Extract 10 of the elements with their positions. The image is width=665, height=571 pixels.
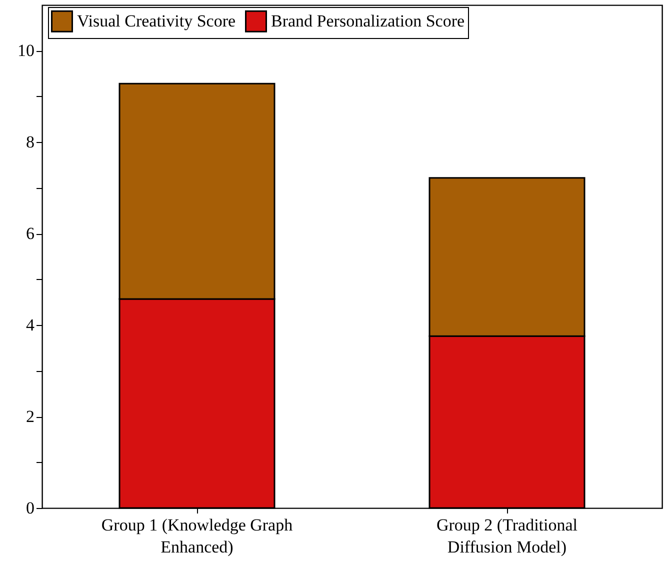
x-tick-label: Group 1 (Knowledge Graph Enhanced) <box>101 516 294 556</box>
legend-label: Visual Creativity Score <box>77 11 236 30</box>
y-tick-label: 0 <box>26 498 34 518</box>
y-tick-label: 4 <box>26 316 35 335</box>
x-tick-label: Group 2 (Traditional Diffusion Model) <box>436 516 578 556</box>
legend-label: Brand Personalization Score <box>271 11 465 30</box>
y-tick-label: 6 <box>26 224 34 244</box>
y-tick-label: 10 <box>18 41 34 60</box>
y-tick-label: 2 <box>26 407 34 426</box>
y-tick-label: 8 <box>26 132 34 152</box>
